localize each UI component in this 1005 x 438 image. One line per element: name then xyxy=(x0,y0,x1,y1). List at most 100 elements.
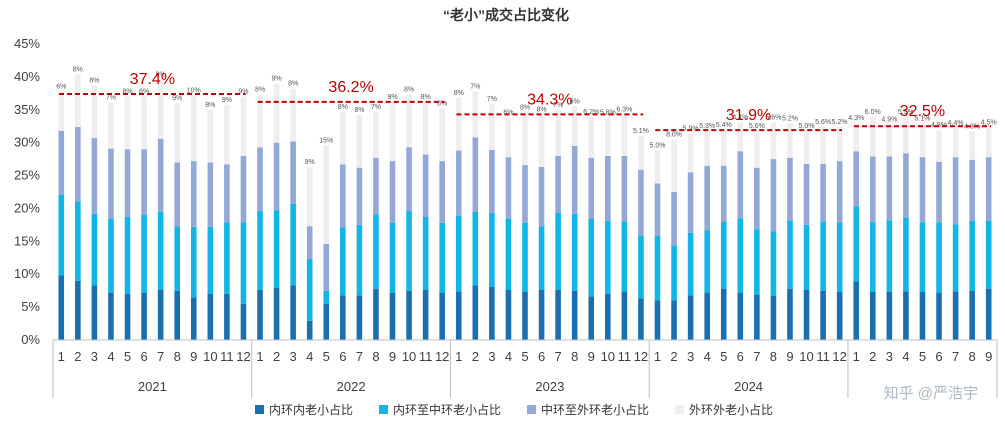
bar-segment-s2 xyxy=(240,222,247,304)
x-tick-label: 3 xyxy=(91,349,98,364)
bar-segment-s4 xyxy=(886,124,893,157)
bar-segment-s2 xyxy=(290,203,296,286)
bar-segment-s3 xyxy=(207,162,214,227)
x-axis: 1 2 3 4 5 6 7 8 9 10 11 12 1 2 3 4 5 6 7 8 9 10 11 12 1 2 3 4 5 6 7 8 9 1… xyxy=(52,339,998,398)
bar-segment-s1 xyxy=(224,293,230,340)
bar-segment-s2 xyxy=(754,229,760,295)
bar-segment-s2 xyxy=(853,206,860,282)
legend-swatch xyxy=(527,405,536,414)
bar-segment-s4 xyxy=(108,102,114,149)
bar-segment-s3 xyxy=(489,149,495,214)
x-tick-label: 11 xyxy=(618,349,632,364)
bar-data-label: 5.2% xyxy=(782,116,798,123)
bar-segment-s1 xyxy=(273,288,280,340)
bar-segment-s2 xyxy=(340,227,346,296)
bar-segment-s4 xyxy=(737,122,744,152)
bar-segment-s3 xyxy=(770,159,777,232)
bar-segment-s3 xyxy=(240,155,247,223)
legend-label: 内环至中环老小占比 xyxy=(393,402,501,417)
annual-average-label: 34.3% xyxy=(527,91,572,108)
bar-segment-s2 xyxy=(75,201,81,281)
x-tick-label: 9 xyxy=(190,349,197,364)
bar-segment-s3 xyxy=(75,126,81,202)
bar-segment-s4 xyxy=(290,88,296,142)
bar-segment-s1 xyxy=(505,290,512,340)
bar-segment-s1 xyxy=(919,291,926,340)
bar-segment-s1 xyxy=(621,291,628,340)
bar-segment-s2 xyxy=(969,220,975,291)
x-tick-label: 8 xyxy=(174,349,181,364)
x-tick-label: 10 xyxy=(402,349,416,364)
y-tick-label: 10% xyxy=(14,266,40,281)
bar-segment-s3 xyxy=(257,147,263,212)
bar-segment-s3 xyxy=(985,157,992,221)
y-tick-label: 25% xyxy=(14,168,40,183)
x-tick-label: 1 xyxy=(256,349,263,364)
x-tick-label: 5 xyxy=(323,349,330,364)
x-tick-label: 4 xyxy=(306,349,313,364)
bar-segment-s3 xyxy=(455,150,462,216)
bar-segment-s3 xyxy=(853,151,860,207)
bar-segment-s4 xyxy=(820,126,826,164)
bar-segment-s3 xyxy=(952,157,959,225)
bar-segment-s2 xyxy=(472,211,479,286)
bar-segment-s4 xyxy=(853,122,860,152)
bar-segment-s4 xyxy=(919,123,926,158)
bar-segment-s2 xyxy=(936,222,942,293)
annual-average-label: 32.5% xyxy=(900,103,945,120)
bar-segment-s2 xyxy=(306,259,313,321)
bar-data-label: 4.4% xyxy=(732,114,748,121)
bar-data-label: 5.1% xyxy=(914,116,930,123)
bar-segment-s1 xyxy=(969,290,975,340)
bar-segment-s4 xyxy=(455,97,462,151)
y-tick-label: 0% xyxy=(21,332,40,347)
bar-segment-s3 xyxy=(886,156,893,221)
bar-segment-s2 xyxy=(190,226,197,298)
x-tick-label: 12 xyxy=(236,349,250,364)
bar-segment-s2 xyxy=(406,211,412,291)
bar-segment-s1 xyxy=(985,288,992,340)
bar-segment-s3 xyxy=(720,165,727,222)
bar-segment-s3 xyxy=(538,167,545,227)
bar-segment-s1 xyxy=(141,292,147,340)
bar-segment-s4 xyxy=(687,133,694,173)
bar-segment-s2 xyxy=(489,213,495,287)
bar-segment-s1 xyxy=(787,288,793,340)
bar-segment-s4 xyxy=(257,94,263,148)
bar-segment-s3 xyxy=(555,155,561,214)
bar-segment-s3 xyxy=(290,141,296,204)
bar-segment-s2 xyxy=(522,222,528,292)
bar-segment-s2 xyxy=(671,245,677,301)
bar-segment-s2 xyxy=(571,213,578,291)
bar-segment-s1 xyxy=(820,290,826,340)
bar-data-label: 8% xyxy=(139,89,149,96)
y-tick-label: 20% xyxy=(14,200,40,215)
x-tick-label: 9 xyxy=(985,349,992,364)
x-tick-label: 1 xyxy=(853,349,860,364)
x-tick-label: 1 xyxy=(58,349,65,364)
bar-segment-s1 xyxy=(555,290,561,340)
legend-swatch xyxy=(379,405,388,414)
x-tick-label: 9 xyxy=(588,349,595,364)
bar-segment-s2 xyxy=(505,218,512,291)
bar-data-label: 8% xyxy=(454,90,464,97)
x-tick-label: 2 xyxy=(869,349,876,364)
x-tick-label: 6 xyxy=(935,349,942,364)
bar-segment-s1 xyxy=(174,290,181,340)
bar-segment-s1 xyxy=(91,285,98,340)
bar-segment-s3 xyxy=(754,167,760,230)
x-tick-label: 6 xyxy=(538,349,545,364)
bar-segment-s2 xyxy=(588,218,595,297)
bar-data-label: 9% xyxy=(272,75,282,82)
bar-segment-s1 xyxy=(538,290,545,340)
bar-segment-s2 xyxy=(538,226,545,290)
bar-segment-s2 xyxy=(422,217,429,291)
bar-data-label: 7% xyxy=(371,104,381,111)
bar-segment-s1 xyxy=(108,292,114,340)
bar-segment-s1 xyxy=(306,320,313,340)
bar-data-label: 8% xyxy=(205,102,215,109)
x-tick-label: 7 xyxy=(753,349,760,364)
bar-segment-s3 xyxy=(224,164,230,223)
bar-segment-s4 xyxy=(985,127,992,158)
bar-segment-s4 xyxy=(571,106,578,146)
